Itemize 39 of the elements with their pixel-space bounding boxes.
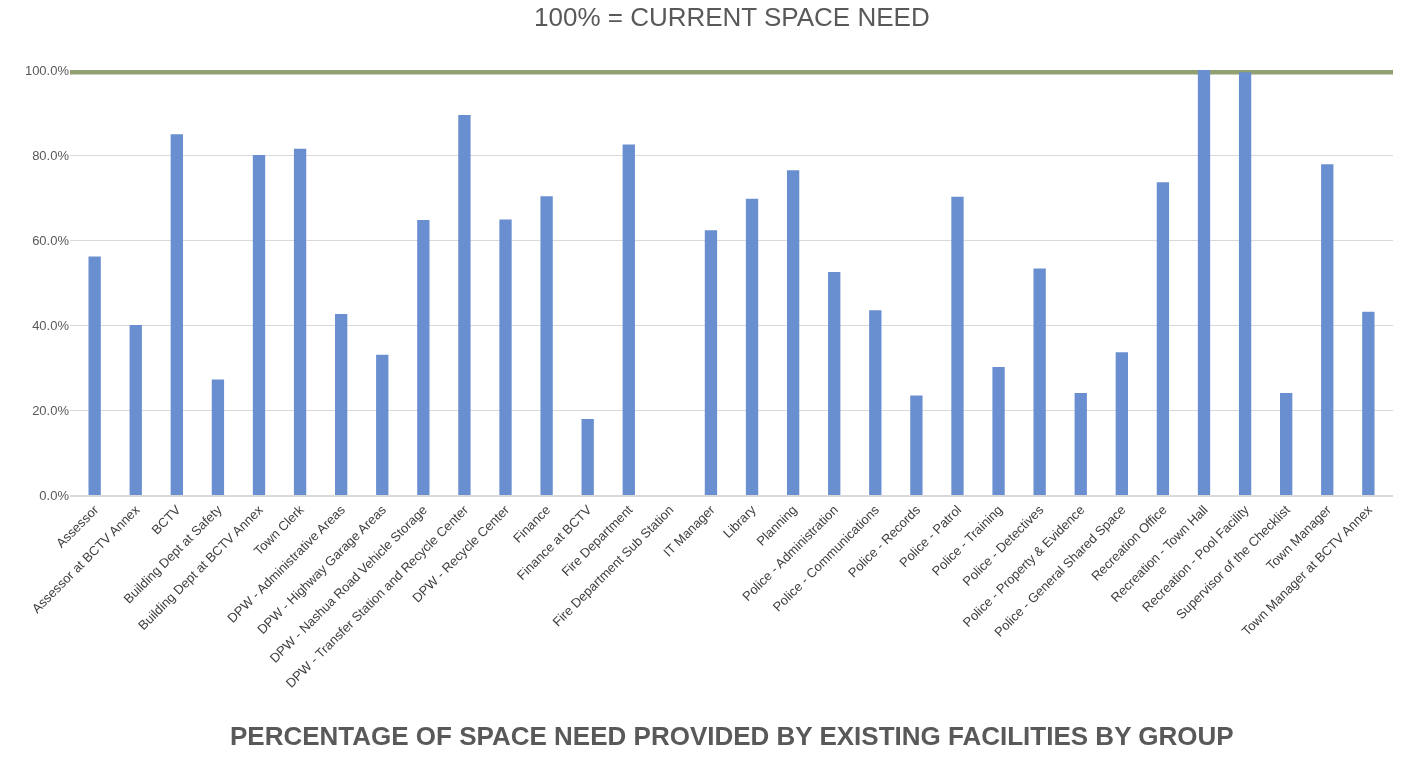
bar <box>704 230 718 495</box>
bar <box>1074 393 1087 495</box>
bar <box>869 310 882 495</box>
bar <box>828 271 841 495</box>
bar <box>293 148 307 495</box>
bar <box>786 170 800 495</box>
bar <box>335 313 348 495</box>
bar <box>1362 311 1375 495</box>
bar <box>376 354 389 495</box>
ref-line-label: 100% = CURRENT SPACE NEED <box>534 2 930 32</box>
bar <box>417 220 430 495</box>
bar <box>1156 182 1170 495</box>
y-tick-label: 80.0% <box>32 147 70 163</box>
bar <box>951 196 964 495</box>
bar <box>540 196 553 495</box>
bar <box>170 134 183 495</box>
bar <box>992 367 1005 495</box>
bar <box>252 155 266 495</box>
bar <box>910 395 923 495</box>
bar <box>622 144 635 495</box>
bar <box>211 379 225 495</box>
bar <box>581 418 594 495</box>
y-tick-label: 100.0% <box>24 62 70 78</box>
y-tick-label: 0.0% <box>39 487 70 503</box>
bar <box>1197 70 1211 495</box>
y-tick-label: 60.0% <box>32 232 70 248</box>
text: PERCENTAGE OF SPACE NEED PROVIDED BY EXISTING FACILITIES BY GROUP <box>230 721 1234 751</box>
bar <box>1238 72 1252 495</box>
y-tick-label: 40.0% <box>32 317 70 333</box>
bar <box>1321 164 1334 495</box>
bar <box>499 219 512 495</box>
bar <box>88 256 101 495</box>
bar <box>745 198 759 495</box>
y-tick-label: 20.0% <box>32 402 70 418</box>
bar <box>1280 393 1293 495</box>
bar <box>1033 268 1046 495</box>
bar <box>129 325 142 495</box>
bar <box>458 115 471 495</box>
bar <box>1115 352 1128 495</box>
